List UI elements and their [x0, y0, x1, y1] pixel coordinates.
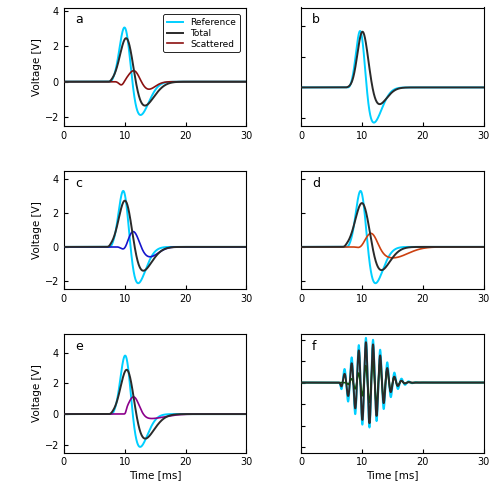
Text: d: d [312, 176, 320, 190]
Text: a: a [75, 14, 82, 26]
Y-axis label: Voltage [V]: Voltage [V] [32, 364, 42, 422]
Legend: Reference, Total, Scattered: Reference, Total, Scattered [164, 14, 240, 52]
Text: e: e [75, 340, 82, 353]
X-axis label: Time [ms]: Time [ms] [129, 470, 181, 480]
Text: b: b [312, 14, 320, 26]
Y-axis label: Voltage [V]: Voltage [V] [32, 38, 42, 96]
Text: c: c [75, 176, 82, 190]
Y-axis label: Voltage [V]: Voltage [V] [32, 201, 42, 259]
Text: f: f [312, 340, 317, 353]
X-axis label: Time [ms]: Time [ms] [366, 470, 419, 480]
